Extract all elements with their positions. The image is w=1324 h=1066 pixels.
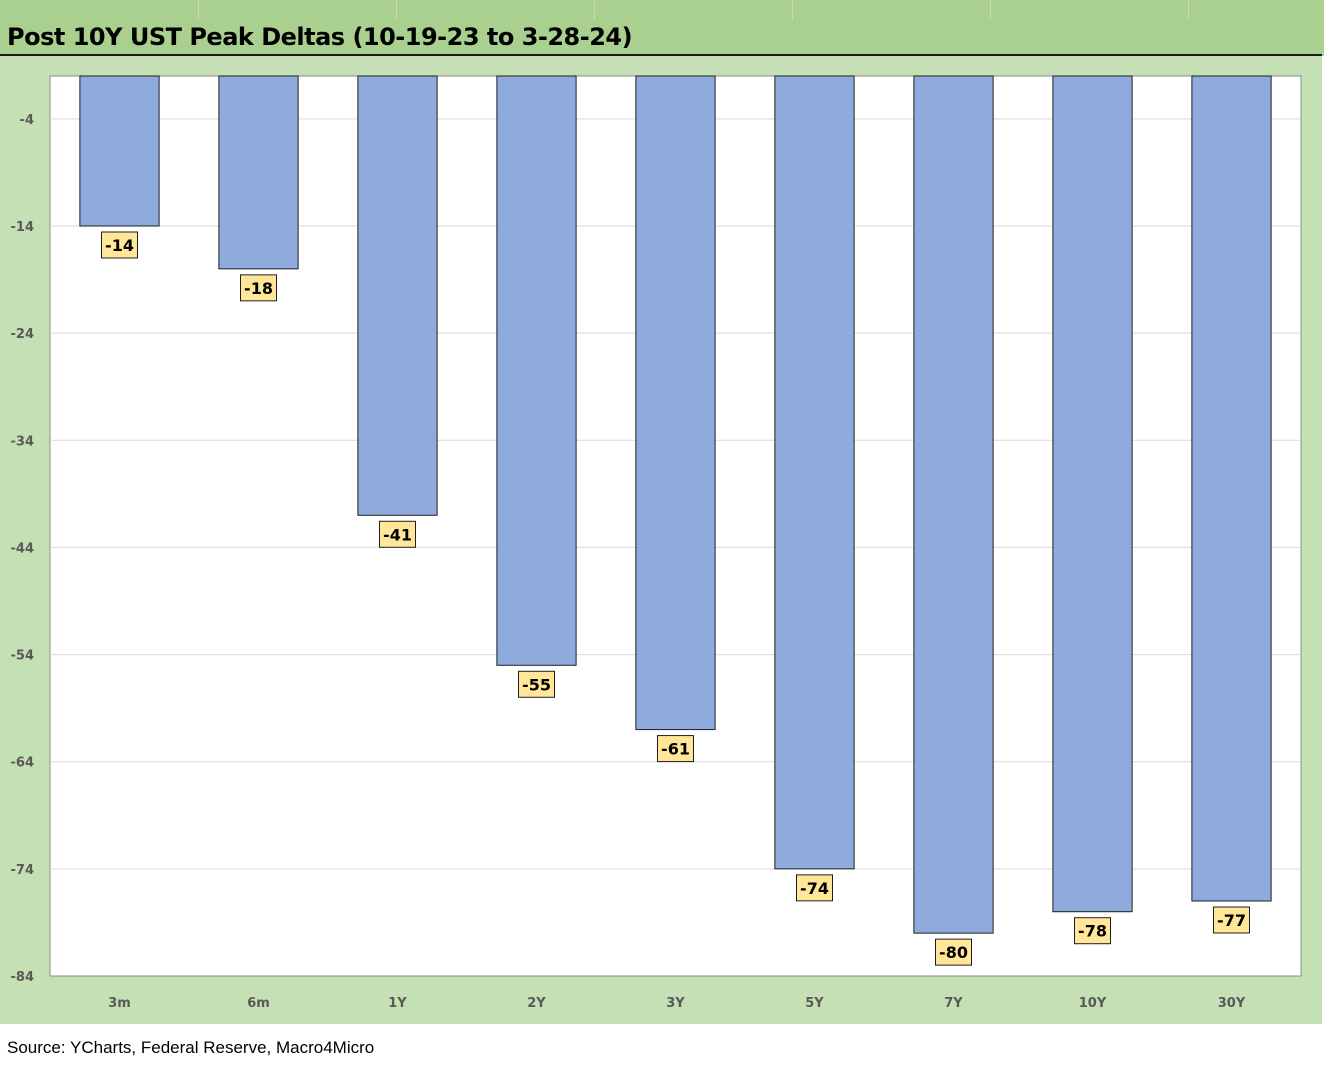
data-label-value: -78	[1078, 922, 1107, 941]
data-label-value: -80	[939, 943, 968, 962]
x-tick-label: 10Y	[1079, 996, 1107, 1011]
x-tick-label: 3Y	[666, 996, 685, 1011]
title-bar: Post 10Y UST Peak Deltas (10-19-23 to 3-…	[0, 20, 1322, 56]
data-label-box	[101, 231, 138, 259]
data-label-box	[935, 938, 972, 966]
data-label-box	[657, 735, 694, 763]
data-label-box	[1213, 906, 1250, 934]
bar-chart: -4-14-24-34-44-54-64-74-84 -14-18-41-55-…	[11, 75, 1302, 1011]
bar-3m	[79, 75, 160, 227]
data-label-value: -77	[1217, 911, 1246, 930]
data-label-6m: -18	[240, 274, 277, 302]
bar-10y	[1052, 75, 1133, 913]
bar-2y	[496, 75, 577, 666]
y-tick-label: -4	[20, 113, 34, 128]
bar-1y	[357, 75, 438, 516]
y-axis-tick-labels: -4 -14 -24 -34 -44 -54 -64 -74 -84	[11, 113, 35, 985]
bar-30y	[1191, 75, 1272, 902]
data-label-box	[379, 520, 416, 548]
data-label-box	[1074, 917, 1111, 945]
data-label-10y: -78	[1074, 917, 1111, 945]
y-tick-label: -74	[11, 863, 35, 878]
data-label-box	[796, 874, 833, 902]
footer: Source: YCharts, Federal Reserve, Macro4…	[0, 1024, 1324, 1066]
sheet-column-line	[990, 0, 991, 22]
x-tick-label: 1Y	[388, 996, 407, 1011]
chart-title: Post 10Y UST Peak Deltas (10-19-23 to 3-…	[7, 23, 633, 51]
data-label-value: -55	[522, 675, 551, 694]
x-tick-label: 2Y	[527, 996, 546, 1011]
data-label-value: -74	[800, 879, 829, 898]
data-label-value: -61	[661, 740, 690, 759]
data-labels: -14 -18 -41 -55 -61 -74 -80 -78 -77	[101, 231, 1250, 966]
y-tick-label: -44	[11, 541, 35, 556]
data-label-value: -41	[383, 525, 412, 544]
source-note: Source: YCharts, Federal Reserve, Macro4…	[7, 1038, 375, 1057]
x-tick-label: 7Y	[944, 996, 963, 1011]
sheet-column-line	[396, 0, 397, 22]
bar-7y	[913, 75, 994, 934]
data-label-value: -18	[244, 279, 273, 298]
data-label-5y: -74	[796, 874, 833, 902]
sheet-column-line	[792, 0, 793, 22]
bar-6m	[218, 75, 299, 270]
data-label-30y: -77	[1213, 906, 1250, 934]
data-label-2y: -55	[518, 670, 555, 698]
x-tick-label: 3m	[108, 996, 131, 1011]
x-tick-label: 30Y	[1218, 996, 1246, 1011]
sheet-column-line	[1188, 0, 1189, 22]
bar-series	[79, 75, 1272, 934]
data-label-7y: -80	[935, 938, 972, 966]
sheet-column-line	[198, 0, 199, 22]
x-tick-label: 6m	[247, 996, 270, 1011]
data-label-value: -14	[105, 236, 134, 255]
sheet-column-line	[594, 0, 595, 22]
y-tick-label: -14	[11, 220, 35, 235]
bar-5y	[774, 75, 855, 870]
x-tick-label: 5Y	[805, 996, 824, 1011]
chart-area[interactable]: -4 -14 -24 -34 -44 -54 -64 -74 -84 -14 -18 -41 -55-…	[0, 56, 1322, 1024]
data-label-3y: -61	[657, 735, 694, 763]
x-axis-tick-labels: 3m 6m 1Y 2Y 3Y 5Y 7Y 10Y 30Y	[108, 996, 1246, 1011]
y-tick-label: -24	[11, 327, 35, 342]
data-label-box	[240, 274, 277, 302]
data-label-3m: -14	[101, 231, 138, 259]
y-tick-label: -54	[11, 649, 35, 664]
y-tick-label: -84	[11, 970, 35, 985]
y-tick-label: -64	[11, 756, 35, 771]
data-label-1y: -41	[379, 520, 416, 548]
data-label-box	[518, 670, 555, 698]
bar-3y	[635, 75, 716, 731]
y-tick-label: -34	[11, 434, 35, 449]
